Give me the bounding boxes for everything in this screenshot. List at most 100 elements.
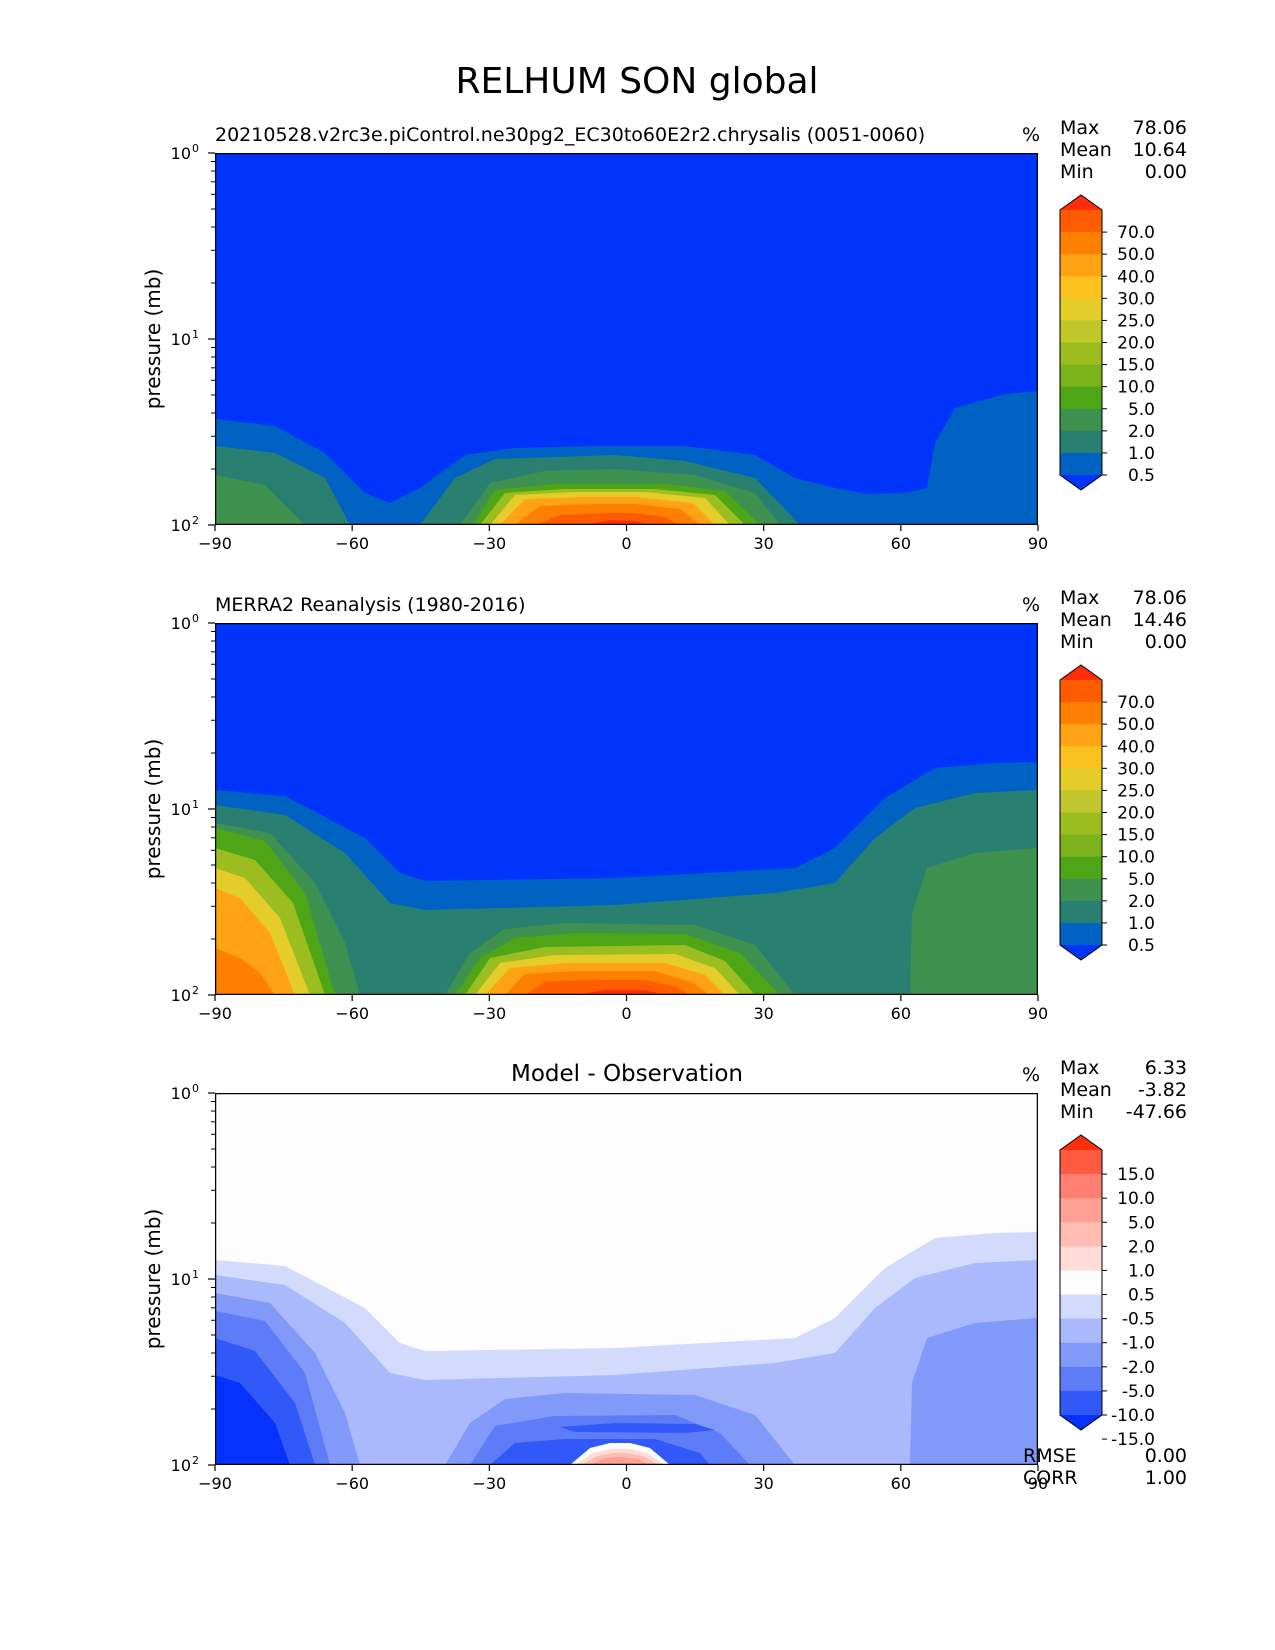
x-tick-label: 60 bbox=[891, 534, 911, 553]
x-tick-label: −60 bbox=[335, 1004, 369, 1023]
y-tick-label: 10 bbox=[171, 144, 191, 163]
contour-fill bbox=[215, 1375, 290, 1465]
colorbar-level-label: 1.0 bbox=[1128, 1261, 1155, 1281]
stat-max-value: 78.06 bbox=[1133, 587, 1187, 609]
colorbar-level-label: 1.0 bbox=[1128, 914, 1155, 934]
colorbar-level-label: 50.0 bbox=[1117, 245, 1155, 265]
x-tick-label: 0 bbox=[621, 534, 631, 553]
colorbar-level-label: 2.0 bbox=[1128, 892, 1155, 912]
panel-3-plot-area bbox=[215, 1093, 1038, 1465]
panel-1-colorbar: 70.050.040.030.025.0 20.015.010.05.02.01.… bbox=[1059, 194, 1155, 491]
x-tick-label: 90 bbox=[1028, 1474, 1048, 1493]
stat-max-label: Max bbox=[1060, 1057, 1099, 1079]
panel-1-ylabel: pressure (mb) bbox=[141, 269, 165, 410]
panel-1-stats: Max 78.06 Mean 10.64 Min 0.00 bbox=[1060, 117, 1187, 183]
colorbar-swatch bbox=[1060, 452, 1102, 476]
colorbar-swatch bbox=[1060, 232, 1102, 255]
y-tick-label: 10 bbox=[171, 516, 191, 535]
contour-fill bbox=[589, 1457, 651, 1465]
panel-3-ylabel: pressure (mb) bbox=[141, 1209, 165, 1350]
colorbar-level-label: 50.0 bbox=[1117, 715, 1155, 735]
panel-observation: MERRA2 Reanalysis (1980-2016) % Max 78.0… bbox=[141, 587, 1187, 1023]
x-tick-label: 60 bbox=[891, 1474, 911, 1493]
contour-fill bbox=[910, 848, 1038, 995]
colorbar-swatch bbox=[1060, 1150, 1102, 1175]
x-tick-label: −90 bbox=[198, 1474, 232, 1493]
y-tick-label: 10 bbox=[171, 1456, 191, 1475]
colorbar-level-label: 0.5 bbox=[1128, 1286, 1155, 1306]
colorbar-level-label: 30.0 bbox=[1117, 289, 1155, 309]
colorbar-level-label: 0.5 bbox=[1128, 936, 1155, 956]
x-tick-label: −30 bbox=[472, 1004, 506, 1023]
y-tick-exponent: 1 bbox=[192, 798, 199, 811]
colorbar-extend-max bbox=[1060, 665, 1102, 680]
rmse-label: RMSE bbox=[1023, 1445, 1077, 1467]
corr-label: CORR bbox=[1023, 1467, 1078, 1489]
colorbar-swatch bbox=[1060, 1246, 1102, 1271]
x-tick-label: 30 bbox=[753, 1474, 773, 1493]
panel-3-title: Model - Observation bbox=[511, 1061, 743, 1087]
colorbar-level-label: 5.0 bbox=[1128, 1213, 1155, 1233]
panel-1-units: % bbox=[1022, 124, 1040, 146]
contour-fill bbox=[560, 1423, 715, 1433]
colorbar-swatch bbox=[1060, 834, 1102, 858]
y-tick-exponent: 0 bbox=[192, 1082, 199, 1095]
colorbar-level-label: -2.0 bbox=[1122, 1358, 1155, 1378]
y-tick-exponent: 1 bbox=[192, 1268, 199, 1281]
contour-fill bbox=[215, 1260, 1038, 1465]
colorbar-extend-min bbox=[1060, 475, 1102, 490]
colorbar-level-label: -0.5 bbox=[1122, 1310, 1155, 1330]
stat-mean-value: 10.64 bbox=[1133, 139, 1187, 161]
colorbar-level-label: 40.0 bbox=[1117, 267, 1155, 287]
colorbar-swatch bbox=[1060, 724, 1102, 747]
colorbar-swatch bbox=[1060, 298, 1102, 321]
stat-max-label: Max bbox=[1060, 117, 1099, 139]
colorbar-level-label: 30.0 bbox=[1117, 759, 1155, 779]
colorbar-swatch bbox=[1060, 1318, 1102, 1344]
colorbar-level-label: -10.0 bbox=[1111, 1406, 1155, 1426]
colorbar-swatch bbox=[1060, 408, 1102, 432]
colorbar-level-label: 10.0 bbox=[1117, 378, 1155, 398]
colorbar-swatch bbox=[1060, 1390, 1102, 1416]
colorbar-swatch bbox=[1060, 386, 1102, 410]
axes-frame bbox=[215, 623, 1038, 995]
colorbar-swatch bbox=[1060, 1342, 1102, 1368]
stat-min-value: 0.00 bbox=[1145, 631, 1187, 653]
colorbar-swatch bbox=[1060, 856, 1102, 880]
colorbar-level-label: 20.0 bbox=[1117, 334, 1155, 354]
x-tick-label: −90 bbox=[198, 534, 232, 553]
colorbar-swatch bbox=[1060, 1270, 1102, 1296]
panel-1-title: 20210528.v2rc3e.piControl.ne30pg2_EC30to… bbox=[215, 124, 925, 146]
contour-fill bbox=[215, 790, 1038, 995]
colorbar-swatch bbox=[1060, 790, 1102, 813]
colorbar-swatch bbox=[1060, 1294, 1102, 1320]
colorbar-level-label: -1.0 bbox=[1122, 1334, 1155, 1354]
x-tick-label: −60 bbox=[335, 534, 369, 553]
figure-title: RELHUM SON global bbox=[455, 61, 818, 102]
colorbar-level-label: 2.0 bbox=[1128, 1237, 1155, 1257]
panel-3-units: % bbox=[1022, 1064, 1040, 1086]
stat-min-value: -47.66 bbox=[1126, 1101, 1187, 1123]
y-tick-label: 10 bbox=[171, 986, 191, 1005]
colorbar-swatch bbox=[1060, 812, 1102, 836]
colorbar-level-label: 15.0 bbox=[1117, 356, 1155, 376]
stat-max-value: 6.33 bbox=[1145, 1057, 1187, 1079]
colorbar-swatch bbox=[1060, 1222, 1102, 1247]
stat-mean-value: -3.82 bbox=[1138, 1079, 1187, 1101]
colorbar-level-label: 1.0 bbox=[1128, 444, 1155, 464]
x-tick-label: 60 bbox=[891, 1004, 911, 1023]
axes-frame bbox=[215, 1093, 1038, 1465]
contour-fill bbox=[535, 513, 680, 525]
colorbar-swatch bbox=[1060, 922, 1102, 946]
colorbar-level-label: -15.0 bbox=[1111, 1430, 1155, 1450]
colorbar-swatch bbox=[1060, 342, 1102, 366]
x-tick-label: 30 bbox=[753, 534, 773, 553]
y-tick-label: 10 bbox=[171, 1084, 191, 1103]
colorbar-level-label: 5.0 bbox=[1128, 400, 1155, 420]
stat-min-label: Min bbox=[1060, 1101, 1094, 1123]
colorbar-level-label: 5.0 bbox=[1128, 870, 1155, 890]
colorbar-swatch bbox=[1060, 276, 1102, 299]
colorbar-swatch bbox=[1060, 254, 1102, 277]
stat-mean-value: 14.46 bbox=[1133, 609, 1187, 631]
